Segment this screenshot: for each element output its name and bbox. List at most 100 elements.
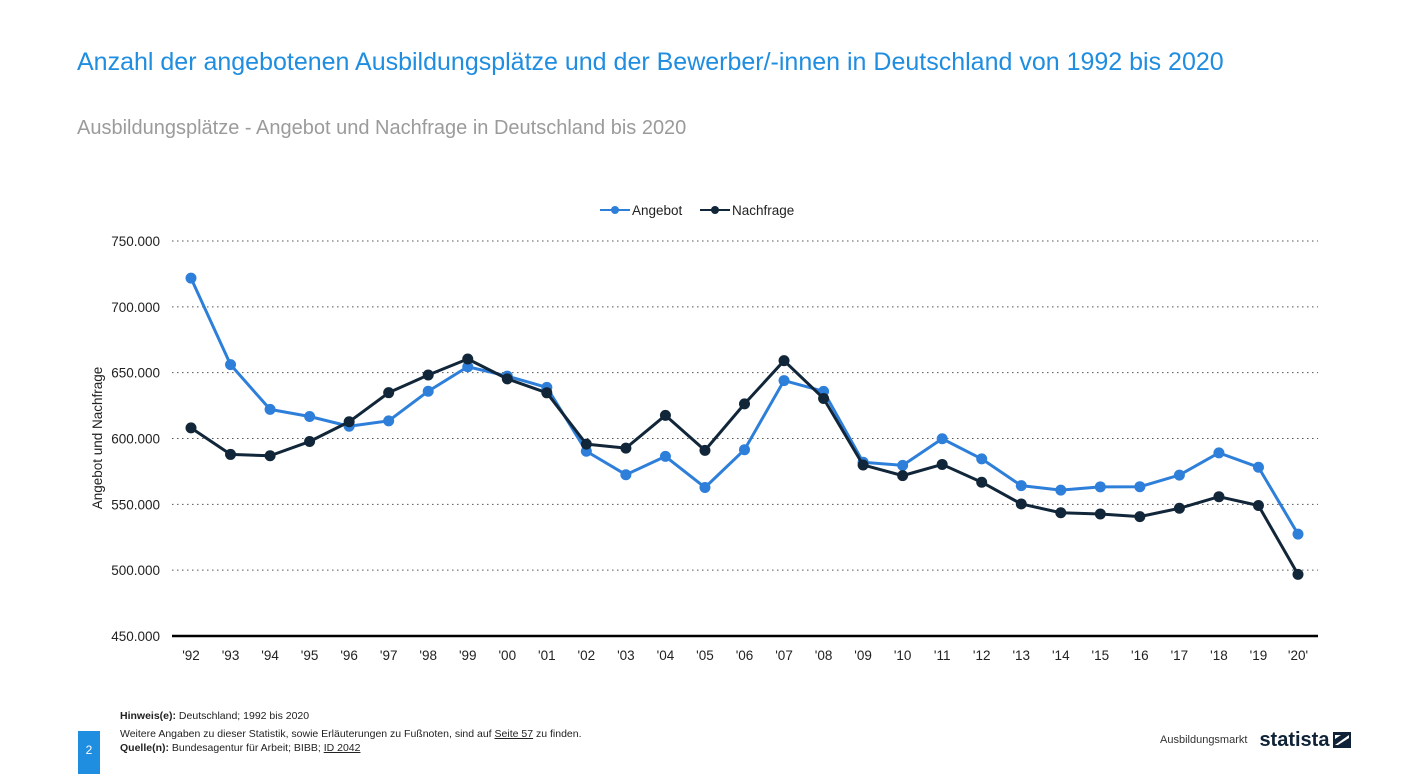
data-point[interactable] bbox=[936, 433, 948, 445]
legend-item-nachfrage[interactable]: Nachfrage bbox=[700, 203, 794, 218]
data-point[interactable] bbox=[304, 436, 316, 448]
x-tick-label: '16 bbox=[1131, 648, 1149, 663]
data-point[interactable] bbox=[1173, 469, 1185, 481]
data-point[interactable] bbox=[897, 470, 909, 482]
data-point[interactable] bbox=[1173, 502, 1185, 514]
x-tick-label: '96 bbox=[340, 648, 358, 663]
data-point[interactable] bbox=[699, 444, 711, 456]
data-point[interactable] bbox=[1213, 447, 1225, 459]
x-tick-label: '15 bbox=[1092, 648, 1110, 663]
y-axis-label: Angebot und Nachfrage bbox=[90, 367, 105, 510]
chart-gridlines bbox=[172, 240, 1318, 638]
legend-item-angebot[interactable]: Angebot bbox=[600, 203, 683, 218]
y-tick-label: 700.000 bbox=[111, 300, 160, 315]
x-tick-label: '93 bbox=[222, 648, 240, 663]
data-point[interactable] bbox=[659, 409, 671, 421]
legend-marker bbox=[711, 206, 719, 214]
data-point[interactable] bbox=[620, 442, 632, 454]
x-tick-label: '17 bbox=[1171, 648, 1189, 663]
footnote-quelle: Quelle(n): Bundesagentur für Arbeit; BIB… bbox=[120, 741, 582, 755]
data-point[interactable] bbox=[818, 392, 830, 404]
data-point[interactable] bbox=[936, 458, 948, 470]
data-point[interactable] bbox=[778, 375, 790, 387]
data-point[interactable] bbox=[264, 450, 276, 462]
x-tick-label: '09 bbox=[854, 648, 872, 663]
data-point[interactable] bbox=[620, 469, 632, 481]
data-point[interactable] bbox=[1015, 480, 1027, 492]
data-point[interactable] bbox=[580, 438, 592, 450]
x-tick-label: '04 bbox=[657, 648, 675, 663]
weitere-suffix: zu finden. bbox=[533, 728, 582, 740]
data-point[interactable] bbox=[1094, 481, 1106, 493]
data-point[interactable] bbox=[1292, 568, 1304, 580]
x-tick-label: '12 bbox=[973, 648, 991, 663]
x-tick-label: '11 bbox=[934, 648, 951, 663]
quelle-text: Bundesagentur für Arbeit; BIBB; bbox=[169, 742, 324, 754]
id-link[interactable]: ID 2042 bbox=[323, 742, 361, 754]
logo-text: statista bbox=[1259, 728, 1330, 751]
data-point[interactable] bbox=[1055, 484, 1067, 496]
footnote-weitere: Weitere Angaben zu dieser Statistik, sow… bbox=[120, 727, 582, 741]
chart-footer: Hinweis(e): Deutschland; 1992 bis 2020 W… bbox=[120, 709, 582, 755]
data-point[interactable] bbox=[857, 459, 869, 471]
data-point[interactable] bbox=[225, 359, 237, 371]
seite-link[interactable]: Seite 57 bbox=[494, 728, 534, 740]
data-point[interactable] bbox=[541, 387, 553, 399]
data-point[interactable] bbox=[739, 398, 750, 410]
x-tick-label: '95 bbox=[301, 648, 319, 663]
y-tick-label: 550.000 bbox=[111, 497, 160, 512]
data-point[interactable] bbox=[422, 369, 434, 381]
x-tick-label: '10 bbox=[894, 648, 912, 663]
y-tick-label: 650.000 bbox=[111, 366, 160, 381]
data-point[interactable] bbox=[1292, 528, 1304, 540]
data-point[interactable] bbox=[383, 387, 395, 399]
data-point[interactable] bbox=[778, 355, 790, 367]
chart-legend: Angebot Nachfrage bbox=[600, 203, 794, 218]
hinweis-label: Hinweis(e): bbox=[120, 710, 177, 722]
y-axis-tick-labels: 450.000 500.000 550.000 600.000 650.000 700.0… bbox=[111, 234, 160, 644]
data-point[interactable] bbox=[501, 373, 513, 385]
y-tick-label: 600.000 bbox=[111, 432, 160, 447]
y-axis-label-group: Angebot und Nachfrage bbox=[90, 367, 105, 510]
x-tick-label: '06 bbox=[736, 648, 754, 663]
data-point[interactable] bbox=[1213, 491, 1225, 503]
data-point[interactable] bbox=[343, 416, 355, 428]
data-point[interactable] bbox=[185, 422, 197, 434]
data-point[interactable] bbox=[1055, 507, 1067, 519]
data-point[interactable] bbox=[1252, 500, 1264, 512]
data-point[interactable] bbox=[462, 361, 474, 373]
data-point[interactable] bbox=[1134, 511, 1146, 523]
x-tick-label: '98 bbox=[419, 648, 437, 663]
data-point[interactable] bbox=[699, 481, 711, 493]
line-chart: Angebot Nachfrage 450.000 500.000 550.000 60… bbox=[90, 203, 1318, 663]
data-point[interactable] bbox=[383, 415, 395, 427]
x-tick-label: '97 bbox=[380, 648, 398, 663]
data-point[interactable] bbox=[739, 444, 750, 456]
weitere-text: Weitere Angaben zu dieser Statistik, sow… bbox=[120, 728, 495, 740]
section-label: Ausbildungsmarkt bbox=[1160, 734, 1248, 746]
x-tick-label: '01 bbox=[538, 648, 556, 663]
x-tick-label: '02 bbox=[578, 648, 596, 663]
legend-label: Angebot bbox=[632, 203, 683, 218]
data-point[interactable] bbox=[304, 411, 316, 423]
data-point[interactable] bbox=[659, 450, 671, 462]
y-tick-label: 750.000 bbox=[111, 234, 160, 249]
data-point[interactable] bbox=[225, 448, 237, 460]
data-point[interactable] bbox=[976, 476, 988, 488]
data-point[interactable] bbox=[264, 403, 276, 415]
data-point[interactable] bbox=[1094, 508, 1106, 520]
data-point[interactable] bbox=[1252, 461, 1264, 473]
data-point[interactable] bbox=[1134, 481, 1146, 493]
y-tick-label: 450.000 bbox=[111, 629, 160, 644]
data-point[interactable] bbox=[462, 353, 474, 365]
data-point[interactable] bbox=[976, 453, 988, 465]
data-point[interactable] bbox=[185, 272, 197, 284]
data-point[interactable] bbox=[1015, 498, 1027, 510]
x-tick-label: '18 bbox=[1210, 648, 1228, 663]
x-tick-label: '94 bbox=[261, 648, 279, 663]
x-tick-label: '19 bbox=[1250, 648, 1268, 663]
x-tick-label: '07 bbox=[775, 648, 793, 663]
data-point[interactable] bbox=[422, 385, 434, 397]
data-point[interactable] bbox=[897, 459, 909, 471]
